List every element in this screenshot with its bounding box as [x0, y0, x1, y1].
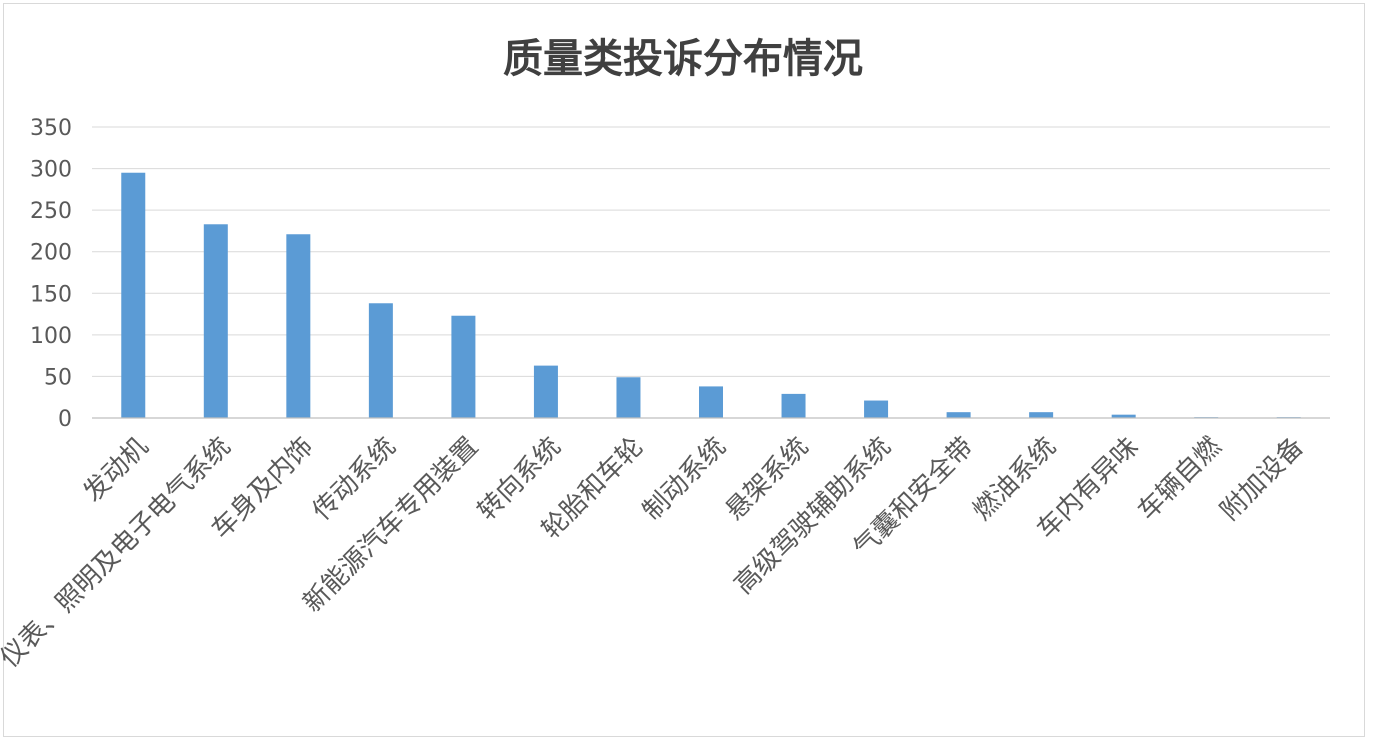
- y-tick-label: 300: [30, 158, 72, 183]
- bar: [781, 393, 806, 418]
- x-tick-label: 高级驾驶辅助系统: [729, 432, 897, 600]
- bar: [533, 365, 558, 418]
- bar: [286, 234, 311, 418]
- x-axis-tick-labels: 发动机仪表、照明及电子电气系统车身及内饰传动系统新能源汽车专用装置转向系统轮胎和…: [0, 432, 1310, 674]
- bar: [616, 377, 641, 418]
- y-axis-tick-labels: 0 50 100 150 200 250 300 350: [30, 116, 72, 432]
- chart-title: 质量类投诉分布情况: [503, 35, 863, 82]
- y-tick-label: 100: [30, 324, 72, 349]
- bar: [864, 400, 889, 418]
- bar: [1029, 412, 1054, 418]
- bar: [1111, 414, 1136, 418]
- gridlines: [92, 126, 1330, 377]
- y-tick-label: 250: [30, 199, 72, 224]
- bars: [121, 172, 1301, 419]
- bar: [203, 224, 228, 418]
- x-tick-label: 车辆自燃: [1132, 432, 1227, 527]
- x-tick-label: 发动机: [78, 432, 154, 508]
- y-tick-label: 350: [30, 116, 72, 141]
- chart-frame: [3, 3, 1365, 737]
- x-tick-label: 制动系统: [637, 432, 732, 527]
- y-tick-label: 0: [58, 407, 72, 432]
- bar: [368, 303, 393, 418]
- y-tick-label: 200: [30, 241, 72, 266]
- y-tick-label: 50: [44, 365, 72, 390]
- bar: [121, 172, 146, 418]
- bar: [946, 412, 971, 418]
- bar: [699, 386, 723, 418]
- y-tick-label: 150: [30, 282, 72, 307]
- bar: [451, 315, 476, 418]
- x-tick-label: 附加设备: [1215, 432, 1310, 527]
